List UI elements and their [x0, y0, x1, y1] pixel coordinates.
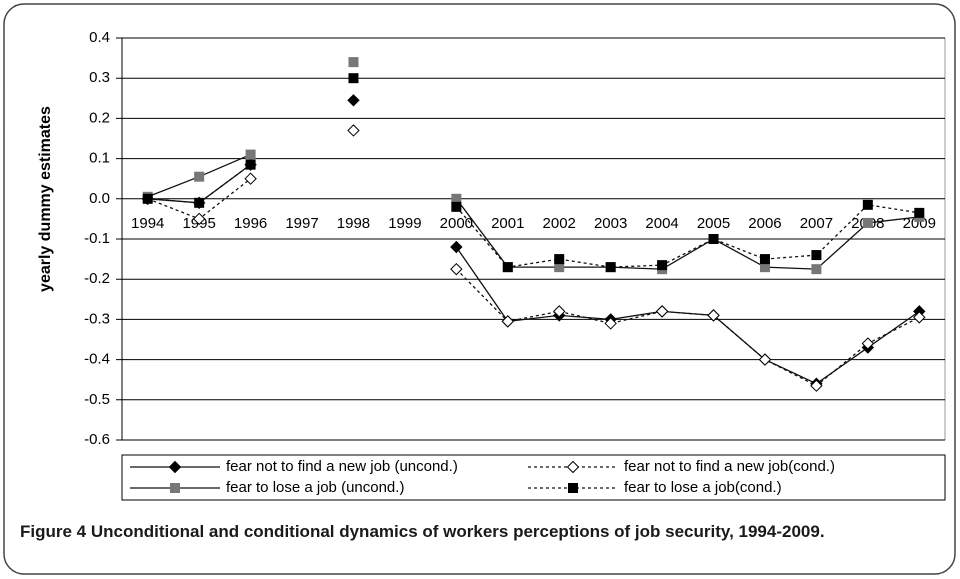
marker [862, 217, 873, 228]
y-tick-label: -0.6 [84, 431, 110, 448]
marker [347, 124, 360, 137]
marker [605, 262, 616, 273]
y-tick-label: 0.3 [89, 69, 110, 86]
x-tick-label: 2007 [800, 215, 833, 232]
x-tick-label: 2002 [543, 215, 576, 232]
y-tick-label: 0.1 [89, 150, 110, 167]
legend-label: fear not to find a new job (uncond.) [226, 458, 458, 475]
marker [348, 73, 359, 84]
marker [655, 305, 669, 318]
y-tick-label: 0.0 [89, 190, 110, 207]
marker [707, 309, 720, 322]
marker [451, 201, 462, 212]
marker [811, 250, 822, 261]
x-tick-label: 2000 [440, 215, 473, 232]
x-tick-label: 1996 [234, 215, 267, 232]
marker [450, 262, 463, 276]
marker [450, 240, 463, 254]
marker [347, 94, 360, 107]
x-tick-label: 2006 [748, 215, 781, 232]
marker [502, 262, 513, 273]
x-tick-label: 1994 [131, 215, 164, 232]
marker [553, 305, 566, 318]
x-tick-label: 2005 [697, 215, 730, 232]
x-tick-label: 2003 [594, 215, 627, 232]
x-tick-label: 2009 [903, 215, 936, 232]
marker [348, 57, 359, 68]
marker [862, 199, 873, 210]
x-tick-label: 1997 [285, 215, 318, 232]
marker [245, 149, 256, 160]
marker [810, 379, 823, 392]
marker [194, 197, 205, 208]
y-tick-label: 0.2 [89, 109, 110, 126]
legend-marker [568, 483, 578, 493]
y-axis-label: yearly dummy estimates [37, 106, 54, 292]
marker [657, 260, 668, 271]
caption: Figure 4 Unconditional and conditional d… [20, 522, 825, 541]
y-tick-label: -0.4 [84, 351, 110, 368]
legend-marker [566, 460, 580, 474]
marker [194, 171, 205, 182]
legend-marker [168, 460, 182, 474]
frame [3, 3, 956, 575]
marker [759, 254, 770, 265]
series-line [455, 198, 920, 270]
marker [244, 172, 257, 185]
x-tick-label: 1998 [337, 215, 370, 232]
legend-box [121, 454, 946, 501]
series-line [455, 204, 920, 268]
marker [245, 159, 256, 170]
marker [758, 353, 772, 366]
legend-marker [170, 483, 180, 493]
legend-label: fear not to find a new job(cond.) [624, 458, 835, 475]
y-tick-label: -0.1 [84, 230, 110, 247]
x-tick-label: 2001 [491, 215, 524, 232]
marker [501, 315, 514, 328]
marker [142, 193, 153, 204]
marker [192, 212, 206, 226]
legend-label: fear to lose a job(cond.) [624, 479, 782, 496]
marker [554, 254, 565, 265]
legend-label: fear to lose a job (uncond.) [226, 479, 404, 496]
marker [914, 207, 925, 218]
series-line [455, 268, 920, 387]
marker [604, 317, 617, 330]
y-tick-label: -0.2 [84, 270, 110, 287]
marker [811, 264, 822, 275]
series-line [455, 246, 920, 385]
y-tick-label: -0.3 [84, 310, 110, 327]
marker [913, 311, 926, 324]
marker [861, 337, 875, 350]
x-tick-label: 1999 [388, 215, 421, 232]
marker [708, 234, 719, 244]
y-tick-label: 0.4 [89, 29, 110, 46]
x-tick-label: 2004 [645, 215, 678, 232]
y-tick-label: -0.5 [84, 391, 110, 408]
